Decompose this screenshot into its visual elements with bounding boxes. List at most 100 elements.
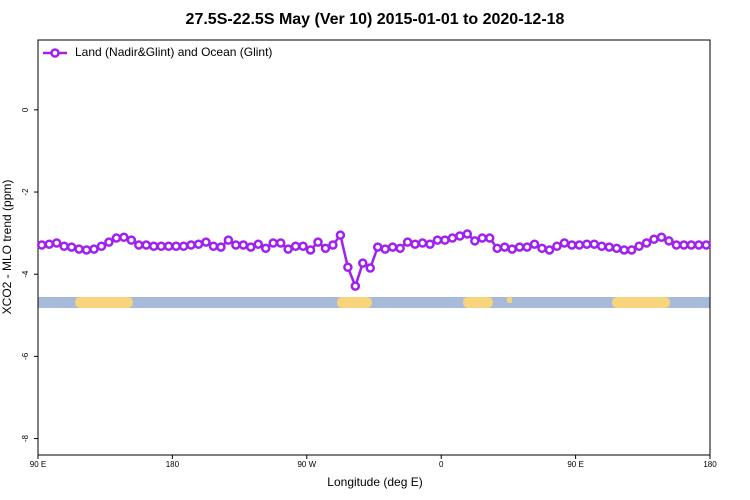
data-point [425, 239, 435, 249]
legend-marker [50, 48, 60, 58]
data-point [529, 239, 540, 249]
y-tick-label: 0 [21, 107, 30, 112]
data-point [290, 241, 301, 252]
land-ocean-mask [38, 297, 710, 308]
data-point [402, 237, 413, 247]
data-point [679, 240, 689, 250]
data-point [268, 238, 278, 248]
y-tick-label: -4 [21, 270, 30, 278]
data-point [432, 235, 443, 245]
data-point [178, 241, 189, 252]
data-point [358, 258, 368, 268]
data-point [447, 233, 458, 243]
data-point [455, 231, 465, 241]
data-point [298, 241, 308, 252]
data-point [328, 240, 338, 250]
data-point [111, 233, 122, 243]
x-tick-label: 90 E [30, 460, 46, 469]
data-point [462, 229, 473, 239]
data-point [134, 240, 144, 250]
data-point [51, 238, 62, 248]
data-point [171, 241, 181, 252]
data-point [440, 235, 450, 245]
data-point [514, 242, 525, 252]
chart-title: 27.5S-22.5S May (Ver 10) 2015-01-01 to 2… [186, 11, 565, 28]
data-point [126, 235, 137, 245]
land-band [75, 297, 133, 308]
data-point [380, 244, 390, 254]
x-tick-label: 180 [166, 460, 180, 469]
data-point [141, 240, 152, 250]
data-point [283, 244, 293, 254]
data-point [193, 239, 204, 249]
data-point [216, 242, 226, 252]
data-point [574, 240, 585, 250]
data-point [671, 240, 682, 250]
data-point [552, 241, 562, 252]
data-point [559, 238, 570, 248]
data-point [417, 238, 428, 248]
data-point [701, 240, 712, 250]
data-point [275, 238, 286, 248]
data-point [320, 243, 331, 254]
data-point [522, 242, 532, 252]
data-point [604, 242, 614, 252]
data-point [163, 241, 174, 252]
data-point [246, 242, 256, 252]
x-tick-label: 90 W [297, 460, 316, 469]
data-point [231, 240, 241, 250]
land-band [612, 297, 670, 308]
y-tick-label: -8 [21, 434, 30, 442]
data-point [343, 262, 353, 272]
data-point [619, 245, 629, 255]
data-point [686, 240, 697, 250]
data-point [470, 236, 480, 246]
data-point [507, 244, 517, 254]
data-point [634, 241, 644, 252]
data-point [74, 244, 84, 254]
data-point [484, 233, 495, 243]
y-tick-label: -2 [21, 188, 30, 196]
data-point [544, 245, 555, 255]
data-point [656, 232, 667, 242]
data-point [201, 237, 211, 247]
y-axis-label: XCO2 - MLO trend (ppm) [0, 180, 14, 315]
land-band [337, 297, 372, 308]
data-point [626, 245, 637, 255]
data-point [387, 242, 398, 252]
data-point [208, 241, 219, 252]
data-point [649, 234, 659, 245]
data-point [664, 236, 674, 246]
data-point [238, 240, 249, 250]
y-tick-label: -6 [21, 352, 30, 360]
data-point [36, 240, 47, 250]
data-point [335, 230, 346, 240]
data-point [59, 241, 69, 252]
x-tick-label: 0 [439, 460, 444, 469]
data-point [81, 245, 92, 255]
x-tick-label: 180 [703, 460, 717, 469]
data-point [589, 239, 600, 249]
data-point [253, 239, 264, 249]
data-point [582, 239, 592, 249]
data-point [313, 237, 323, 247]
data-point [537, 243, 547, 254]
ocean-band [38, 297, 710, 308]
data-point [499, 242, 510, 252]
data-point [89, 244, 99, 254]
data-point [365, 263, 376, 273]
land-band [507, 297, 512, 303]
land-band [463, 297, 493, 308]
data-point [104, 237, 114, 247]
data-point [372, 242, 383, 252]
data-point [492, 243, 502, 254]
x-axis-label: Longitude (deg E) [327, 475, 422, 489]
data-point [611, 243, 622, 254]
data-point [223, 235, 234, 245]
data-point [596, 241, 607, 252]
legend-label: Land (Nadir&Glint) and Ocean (Glint) [75, 45, 272, 59]
data-point [477, 233, 488, 243]
x-tick-label: 90 E [567, 460, 583, 469]
data-point [260, 243, 271, 254]
data-point [641, 238, 652, 248]
